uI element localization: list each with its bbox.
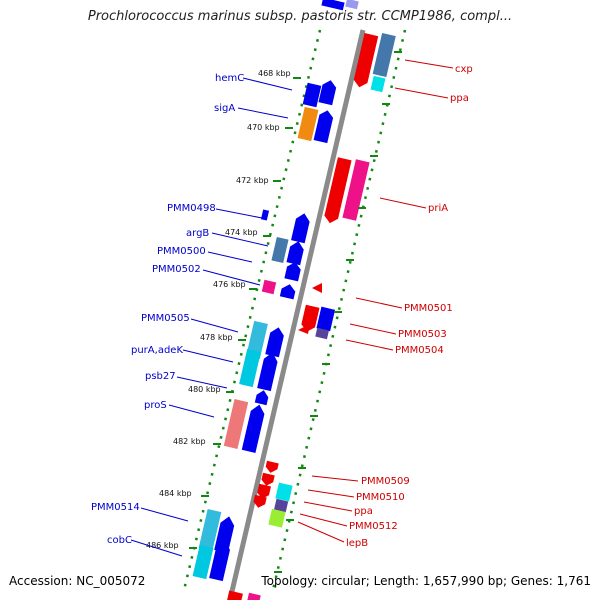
gene-PMM0504 (315, 327, 329, 340)
gene-label: PMM0500 (157, 246, 206, 257)
gene-psb27 (254, 390, 269, 406)
gene-PMM0500 (284, 262, 301, 282)
gene-purA-2 (257, 352, 278, 392)
left-guide (182, 29, 322, 591)
gene-argB-2 (286, 241, 304, 266)
gene-cxp-2 (372, 32, 396, 78)
tick-label: 476 kbp (213, 280, 246, 289)
gene-cobC-2 (209, 540, 230, 582)
gene-lepB (268, 508, 286, 528)
gene-label: PMM0509 (361, 476, 410, 487)
gene-PMM0505 (246, 320, 268, 360)
tick-label: 474 kbp (225, 228, 258, 237)
gene-PMM0512 (274, 498, 289, 513)
tick-label: 486 kbp (146, 541, 179, 550)
gene-PMM0505-2 (265, 327, 284, 358)
gene-ppa-2 (253, 494, 267, 508)
gene-proS (223, 399, 249, 449)
tick-label: 470 kbp (247, 123, 280, 132)
gene-PMM0498 (291, 213, 310, 244)
gene-top-1 (321, 0, 345, 11)
accession-text: Accession: NC_005072 (9, 574, 146, 588)
gene-label: PMM0501 (404, 303, 453, 314)
gene-PMM0509-2 (261, 472, 275, 486)
right-leaders (297, 59, 454, 543)
right-guide (271, 29, 407, 591)
gene-proS-2 (241, 404, 265, 453)
topology-text: Topology: circular; Length: 1,657,990 bp… (261, 574, 591, 588)
tick-marks (189, 51, 402, 573)
gene-label: cxp (455, 64, 473, 75)
gene-label: ppa (450, 93, 469, 104)
gene-label: PMM0504 (395, 345, 444, 356)
gene-small-a (260, 209, 270, 221)
gene-argB (271, 236, 289, 264)
gene-cobC (192, 544, 214, 580)
gene-label: PMM0514 (91, 502, 140, 513)
gene-PMM0510-2 (275, 482, 293, 502)
gene-label: argB (186, 228, 209, 239)
gene-label: hemC (215, 73, 244, 84)
gene-label: PMM0502 (152, 264, 201, 275)
tick-label: 472 kbp (236, 176, 269, 185)
gene-top-2 (345, 0, 359, 10)
gene-ppa (370, 75, 386, 93)
gene-label: lepB (346, 538, 368, 549)
gene-purA (239, 348, 261, 388)
gene-label: ppa (354, 506, 373, 517)
gene-PMM0502-2 (279, 284, 296, 300)
gene-label: sigA (214, 103, 235, 114)
tick-label: 484 kbp (159, 489, 192, 498)
gene-priA-2 (342, 159, 370, 221)
gene-label: cobC (107, 535, 132, 546)
tick-label: 482 kbp (173, 437, 206, 446)
tick-label: 468 kbp (258, 69, 291, 78)
gene-PMM0501 (312, 283, 322, 293)
gene-hemC (302, 82, 322, 108)
tick-label: 480 kbp (188, 385, 221, 394)
gene-PMM0514-2 (214, 516, 235, 554)
gene-label: purA,adeK (131, 345, 183, 356)
gene-bottom-1 (227, 590, 243, 600)
map-title: Prochlorococcus marinus subsp. pastoris … (87, 9, 513, 24)
gene-hemC-2 (318, 80, 337, 106)
gene-PMM0504-2 (298, 324, 310, 334)
gene-PMM0502 (261, 279, 277, 295)
gene-PMM0514 (198, 508, 222, 552)
gene-label: PMM0498 (167, 203, 216, 214)
gene-label: PMM0503 (398, 329, 447, 340)
gene-PMM0510 (257, 483, 271, 499)
gene-label: priA (428, 203, 448, 214)
gene-priA (324, 157, 352, 224)
gene-sigA-2 (313, 110, 334, 144)
tick-label: 478 kbp (200, 333, 233, 342)
gene-cxp (353, 33, 379, 88)
backbone-axis (227, 29, 366, 600)
gene-label: PMM0510 (356, 492, 405, 503)
gene-PMM0503 (301, 304, 320, 332)
gene-label: psb27 (145, 371, 176, 382)
gene-label: proS (144, 400, 167, 411)
left-leaders (130, 77, 293, 557)
gene-PMM0509 (265, 460, 279, 473)
gene-bottom-2 (247, 592, 261, 600)
gene-label: PMM0505 (141, 313, 190, 324)
gene-PMM0503-2 (316, 306, 336, 332)
gene-label: PMM0512 (349, 521, 398, 532)
gene-sigA (297, 106, 319, 142)
